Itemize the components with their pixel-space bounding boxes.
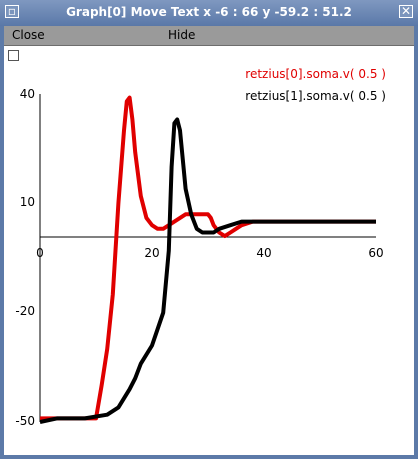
series-line-retzius-0 bbox=[40, 95, 376, 421]
x-tick-label: 20 bbox=[144, 246, 159, 260]
y-tick-label: -50 bbox=[15, 414, 35, 428]
y-tick-label: 40 bbox=[20, 87, 35, 101]
legend-entry-retzius-0: retzius[0].soma.v( 0.5 ) bbox=[245, 67, 386, 81]
legend-entry-retzius-1: retzius[1].soma.v( 0.5 ) bbox=[245, 89, 386, 103]
x-tick-label: 0 bbox=[36, 246, 44, 260]
graph-checkbox[interactable] bbox=[8, 50, 19, 61]
plot-area[interactable]: 0 20 40 60 40 10 -20 -50 retzius[0].soma… bbox=[4, 26, 414, 455]
graph-client-area: Close Hide 0 20 40 60 40 10 -20 -50 retz… bbox=[4, 26, 414, 455]
window-menu-icon: ▫ bbox=[7, 4, 17, 18]
hide-menu-item[interactable]: Hide bbox=[168, 28, 196, 42]
x-tick-label: 60 bbox=[368, 246, 383, 260]
x-tick-label: 40 bbox=[256, 246, 271, 260]
close-icon: ✕ bbox=[400, 4, 412, 18]
series-line-retzius-1 bbox=[39, 117, 376, 424]
close-menu-item[interactable]: Close bbox=[12, 28, 45, 42]
window-menu-button[interactable]: ▫ bbox=[5, 4, 19, 18]
y-tick-label: -20 bbox=[15, 304, 35, 318]
window-title: Graph[0] Move Text x -6 : 66 y -59.2 : 5… bbox=[66, 5, 352, 19]
title-bar[interactable]: ▫ Graph[0] Move Text x -6 : 66 y -59.2 :… bbox=[0, 0, 418, 26]
menu-bar: Close Hide bbox=[4, 26, 414, 46]
y-tick-label: 10 bbox=[20, 195, 35, 209]
window-close-button[interactable]: ✕ bbox=[399, 4, 413, 18]
